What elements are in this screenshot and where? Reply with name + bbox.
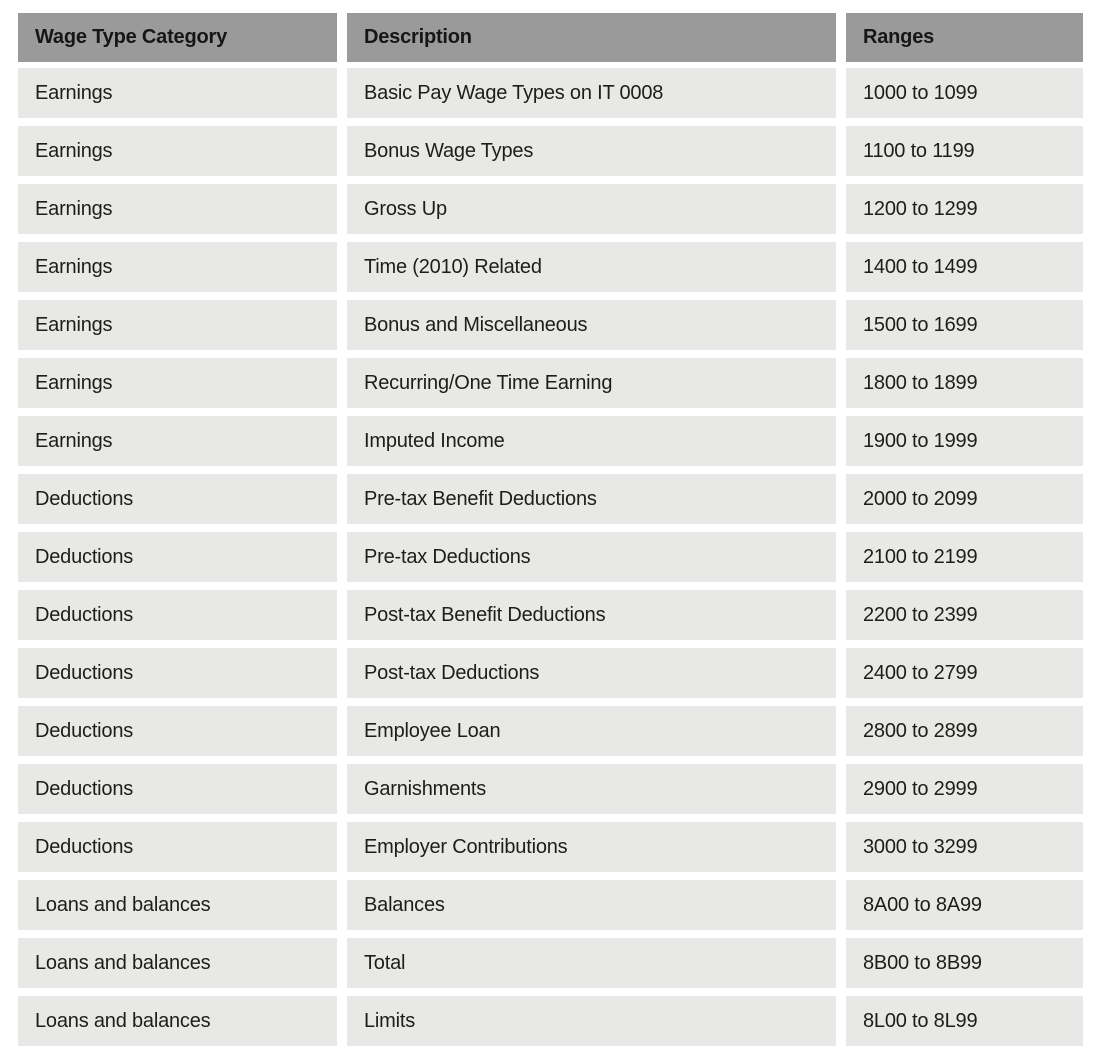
cell-wage-type-category: Earnings (18, 68, 337, 118)
table-row: Deductions Pre-tax Deductions 2100 to 2199 (18, 532, 1083, 582)
cell-description: Garnishments (347, 764, 836, 814)
table-row: Earnings Bonus and Miscellaneous 1500 to 1… (18, 300, 1083, 350)
cell-wage-type-category: Earnings (18, 416, 337, 466)
cell-ranges: 1100 to 1199 (846, 126, 1083, 176)
table-row: Earnings Gross Up 1200 to 1299 (18, 184, 1083, 234)
cell-wage-type-category: Earnings (18, 358, 337, 408)
cell-description: Post-tax Benefit Deductions (347, 590, 836, 640)
cell-ranges: 2000 to 2099 (846, 474, 1083, 524)
table-header-row: Wage Type Category Description Ranges (18, 13, 1083, 62)
table-row: Deductions Employer Contributions 3000 to … (18, 822, 1083, 872)
cell-ranges: 1900 to 1999 (846, 416, 1083, 466)
cell-wage-type-category: Deductions (18, 648, 337, 698)
table-row: Earnings Basic Pay Wage Types on IT 0008 1… (18, 68, 1083, 118)
table-row: Loans and balances Balances 8A00 to 8A99 (18, 880, 1083, 930)
cell-wage-type-category: Loans and balances (18, 880, 337, 930)
cell-ranges: 2900 to 2999 (846, 764, 1083, 814)
table-row: Deductions Employee Loan 2800 to 2899 (18, 706, 1083, 756)
table-row: Deductions Post-tax Benefit Deductions 220… (18, 590, 1083, 640)
cell-wage-type-category: Earnings (18, 184, 337, 234)
cell-ranges: 1500 to 1699 (846, 300, 1083, 350)
cell-description: Recurring/One Time Earning (347, 358, 836, 408)
cell-ranges: 1000 to 1099 (846, 68, 1083, 118)
cell-wage-type-category: Earnings (18, 300, 337, 350)
cell-wage-type-category: Deductions (18, 706, 337, 756)
header-cell-description: Description (347, 13, 836, 62)
cell-description: Employer Contributions (347, 822, 836, 872)
cell-description: Basic Pay Wage Types on IT 0008 (347, 68, 836, 118)
cell-ranges: 8L00 to 8L99 (846, 996, 1083, 1046)
cell-description: Limits (347, 996, 836, 1046)
table-row: Deductions Pre-tax Benefit Deductions 2000… (18, 474, 1083, 524)
cell-ranges: 2800 to 2899 (846, 706, 1083, 756)
table-row: Earnings Recurring/One Time Earning 1800 t… (18, 358, 1083, 408)
cell-description: Time (2010) Related (347, 242, 836, 292)
table-row: Deductions Post-tax Deductions 2400 to 279… (18, 648, 1083, 698)
cell-wage-type-category: Loans and balances (18, 996, 337, 1046)
table-row: Loans and balances Limits 8L00 to 8L99 (18, 996, 1083, 1046)
cell-description: Bonus Wage Types (347, 126, 836, 176)
wage-type-ranges-table: Wage Type Category Description Ranges Ea… (18, 13, 1083, 1054)
cell-ranges: 8A00 to 8A99 (846, 880, 1083, 930)
cell-wage-type-category: Deductions (18, 532, 337, 582)
cell-ranges: 2100 to 2199 (846, 532, 1083, 582)
cell-wage-type-category: Deductions (18, 474, 337, 524)
table-row: Earnings Bonus Wage Types 1100 to 1199 (18, 126, 1083, 176)
cell-wage-type-category: Earnings (18, 242, 337, 292)
cell-ranges: 3000 to 3299 (846, 822, 1083, 872)
cell-ranges: 1200 to 1299 (846, 184, 1083, 234)
table-body: Earnings Basic Pay Wage Types on IT 0008 1… (18, 68, 1083, 1046)
cell-wage-type-category: Deductions (18, 590, 337, 640)
cell-description: Total (347, 938, 836, 988)
cell-ranges: 2400 to 2799 (846, 648, 1083, 698)
cell-description: Balances (347, 880, 836, 930)
cell-description: Pre-tax Deductions (347, 532, 836, 582)
cell-wage-type-category: Deductions (18, 764, 337, 814)
cell-wage-type-category: Loans and balances (18, 938, 337, 988)
cell-description: Employee Loan (347, 706, 836, 756)
table-row: Deductions Garnishments 2900 to 2999 (18, 764, 1083, 814)
table-row: Earnings Time (2010) Related 1400 to 1499 (18, 242, 1083, 292)
cell-description: Bonus and Miscellaneous (347, 300, 836, 350)
table-row: Earnings Imputed Income 1900 to 1999 (18, 416, 1083, 466)
cell-wage-type-category: Deductions (18, 822, 337, 872)
header-cell-wage-type-category: Wage Type Category (18, 13, 337, 62)
header-cell-ranges: Ranges (846, 13, 1083, 62)
cell-ranges: 1400 to 1499 (846, 242, 1083, 292)
cell-description: Imputed Income (347, 416, 836, 466)
cell-description: Gross Up (347, 184, 836, 234)
cell-ranges: 1800 to 1899 (846, 358, 1083, 408)
cell-description: Pre-tax Benefit Deductions (347, 474, 836, 524)
cell-description: Post-tax Deductions (347, 648, 836, 698)
cell-ranges: 2200 to 2399 (846, 590, 1083, 640)
cell-ranges: 8B00 to 8B99 (846, 938, 1083, 988)
table-row: Loans and balances Total 8B00 to 8B99 (18, 938, 1083, 988)
cell-wage-type-category: Earnings (18, 126, 337, 176)
